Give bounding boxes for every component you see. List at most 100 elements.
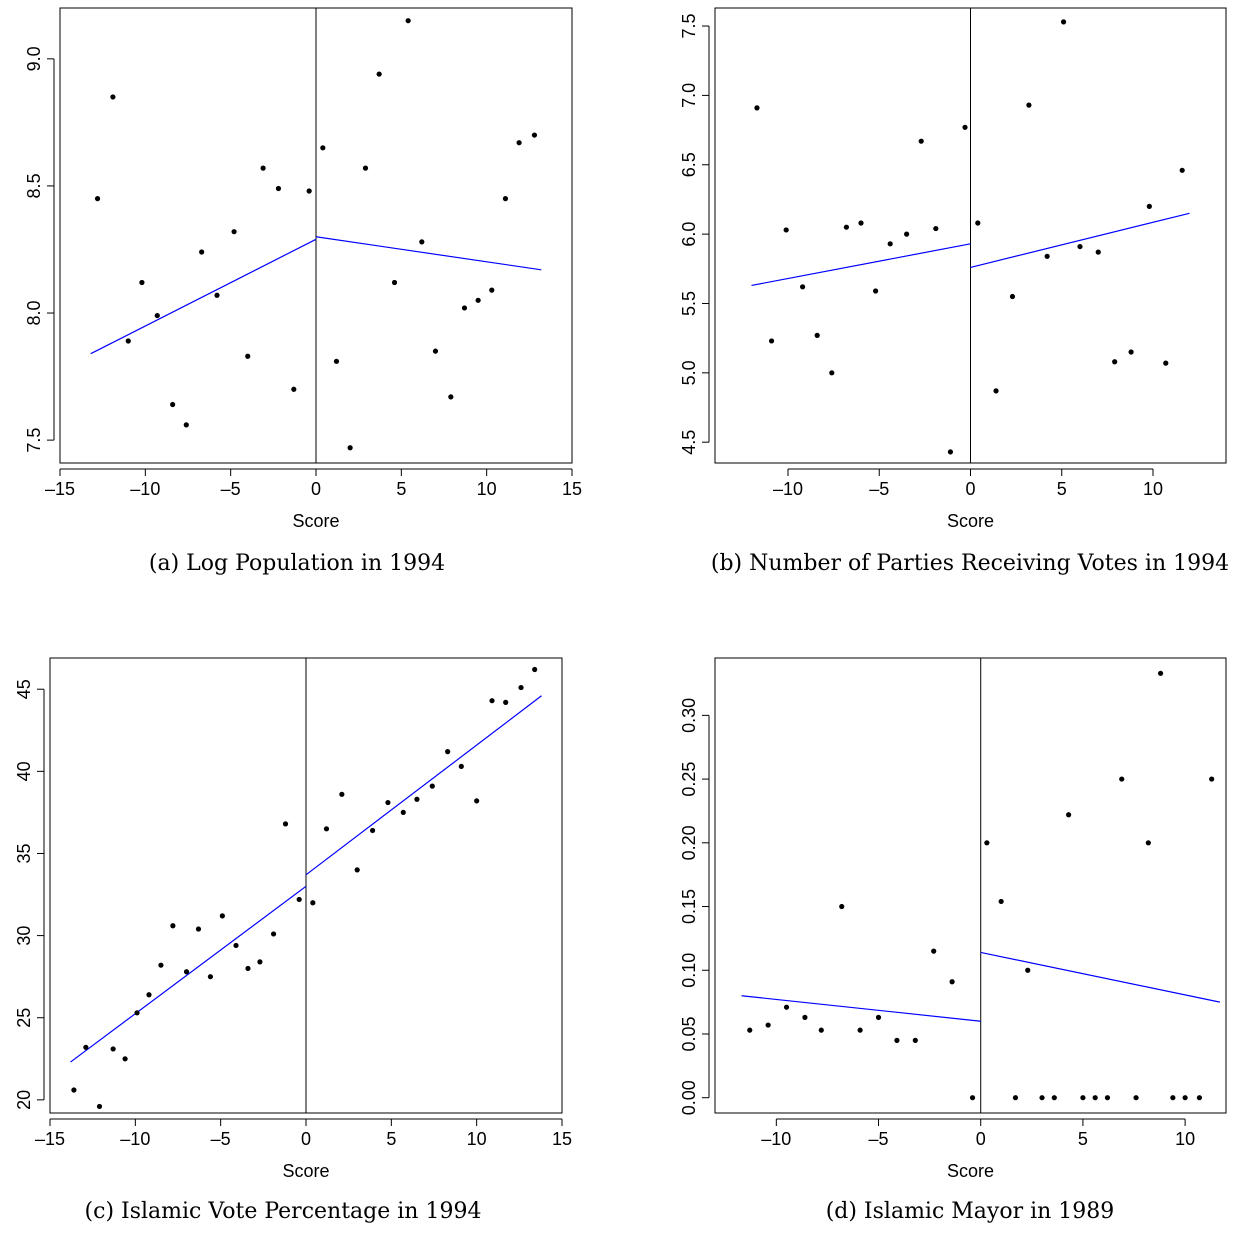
x-tick-label: –10 bbox=[773, 479, 803, 499]
data-point bbox=[818, 1027, 824, 1033]
y-tick-label: 25 bbox=[14, 1008, 34, 1028]
fit-line-right bbox=[305, 695, 542, 876]
data-point bbox=[257, 959, 263, 965]
data-point bbox=[310, 900, 316, 906]
data-point bbox=[962, 124, 968, 130]
y-tick-label: 0.30 bbox=[679, 698, 699, 733]
data-point bbox=[875, 1014, 882, 1021]
data-point bbox=[110, 94, 116, 100]
data-point bbox=[1060, 19, 1067, 25]
data-point bbox=[110, 1046, 116, 1052]
data-point bbox=[747, 1027, 753, 1033]
panel-b: –10 –5 0 5 10 4.5 5.0 5.5 6.0 6.5 7.0 7.5 Score (b) N… bbox=[679, 7, 1229, 576]
data-point bbox=[814, 332, 820, 338]
data-point bbox=[83, 1044, 89, 1050]
data-point bbox=[170, 401, 176, 408]
data-point bbox=[320, 145, 326, 151]
data-point bbox=[347, 445, 353, 451]
panel-caption: (a) Log Population in 1994 bbox=[149, 551, 445, 576]
y-tick-label: 6.5 bbox=[679, 152, 699, 177]
data-point bbox=[969, 1095, 976, 1101]
data-point bbox=[170, 923, 176, 929]
data-point bbox=[765, 1022, 771, 1028]
data-point bbox=[445, 749, 451, 755]
y-tick-label: 7.0 bbox=[679, 83, 699, 108]
data-point bbox=[474, 798, 480, 804]
data-point bbox=[912, 1037, 918, 1043]
y-tick-label: 5.5 bbox=[679, 291, 699, 316]
data-point bbox=[458, 763, 464, 770]
data-point bbox=[354, 867, 360, 873]
data-point bbox=[829, 370, 835, 376]
x-tick-label: –5 bbox=[869, 1129, 889, 1149]
data-point bbox=[405, 18, 411, 24]
data-point bbox=[391, 279, 398, 286]
x-axis-title: Score bbox=[947, 511, 994, 531]
y-tick-label: 5.0 bbox=[679, 360, 699, 385]
data-point bbox=[195, 926, 202, 932]
y-tick-label: 45 bbox=[14, 679, 34, 699]
data-point bbox=[802, 1014, 808, 1021]
data-point bbox=[146, 992, 152, 998]
data-point bbox=[918, 138, 924, 144]
data-point bbox=[96, 1103, 103, 1110]
y-tick-label: 8.0 bbox=[24, 301, 44, 326]
data-point bbox=[139, 279, 145, 286]
data-point bbox=[1039, 1095, 1045, 1101]
data-point bbox=[475, 297, 481, 303]
data-point bbox=[1157, 670, 1164, 676]
data-point bbox=[339, 791, 345, 797]
x-tick-label: 5 bbox=[396, 479, 406, 499]
data-point bbox=[1066, 812, 1072, 818]
data-point bbox=[1080, 1095, 1086, 1101]
data-point bbox=[1092, 1095, 1098, 1101]
panel-caption: (c) Islamic Vote Percentage in 1994 bbox=[85, 1199, 482, 1224]
data-point bbox=[1133, 1095, 1139, 1101]
data-point bbox=[1012, 1095, 1019, 1101]
data-point bbox=[931, 948, 937, 954]
plot-frame bbox=[714, 657, 1227, 1114]
data-point bbox=[1095, 249, 1101, 255]
y-tick-label: 0.00 bbox=[679, 1080, 699, 1115]
data-point bbox=[1209, 776, 1215, 782]
data-point bbox=[839, 903, 845, 910]
panel-a: –15 –10 –5 0 5 10 15 7.5 8.0 8.5 9.0 Score (a) Log P… bbox=[24, 7, 582, 576]
data-point bbox=[233, 942, 239, 949]
data-point bbox=[296, 896, 302, 903]
data-point bbox=[158, 962, 164, 968]
data-point bbox=[419, 239, 425, 245]
data-point bbox=[199, 249, 205, 255]
y-tick-label: 35 bbox=[14, 843, 34, 863]
data-point bbox=[134, 1010, 140, 1016]
data-point bbox=[1179, 167, 1185, 173]
data-point bbox=[125, 338, 131, 344]
y-tick-label: 9.0 bbox=[24, 46, 44, 71]
data-point bbox=[94, 196, 101, 202]
x-tick-label: –5 bbox=[869, 479, 889, 499]
y-tick-label: 0.15 bbox=[679, 889, 699, 924]
data-point bbox=[231, 229, 237, 235]
data-point bbox=[1044, 253, 1050, 259]
data-point bbox=[1119, 776, 1125, 782]
data-point bbox=[1163, 360, 1169, 366]
data-point bbox=[362, 165, 369, 171]
x-tick-label: –10 bbox=[120, 1129, 150, 1149]
data-point bbox=[489, 698, 495, 704]
x-tick-label: 15 bbox=[562, 479, 582, 499]
data-point bbox=[1026, 102, 1032, 108]
x-tick-label: 10 bbox=[467, 1129, 487, 1149]
data-point bbox=[858, 220, 864, 226]
x-tick-label: 0 bbox=[976, 1129, 986, 1149]
data-point bbox=[461, 305, 468, 311]
data-point bbox=[800, 284, 806, 290]
x-tick-label: –15 bbox=[35, 1129, 65, 1149]
y-tick-label: 0.05 bbox=[679, 1016, 699, 1051]
data-point bbox=[275, 185, 282, 192]
fit-line-right bbox=[980, 951, 1220, 1003]
x-tick-label: 15 bbox=[552, 1129, 572, 1149]
data-point bbox=[984, 840, 990, 846]
x-tick-label: –5 bbox=[221, 479, 241, 499]
data-point bbox=[376, 71, 382, 77]
data-point bbox=[857, 1027, 863, 1033]
fit-line-left bbox=[741, 995, 981, 1022]
